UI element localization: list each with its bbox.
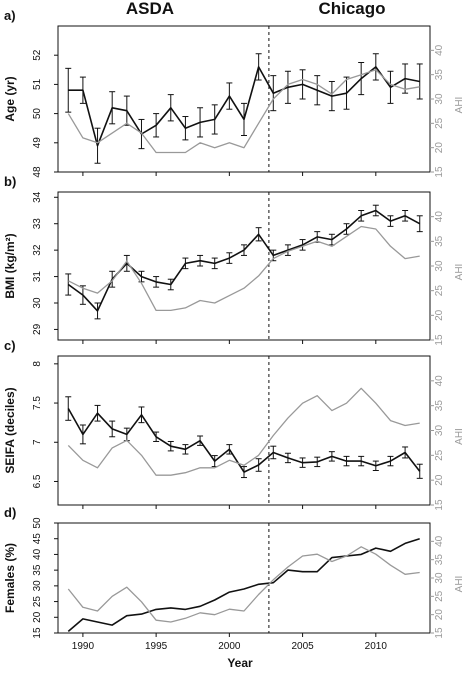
y-tick-label: 35 [32,564,43,576]
y-tick-label: 7 [32,439,43,445]
y2-tick-label: 30 [434,93,445,105]
y2-tick-label: 20 [434,142,445,154]
y-tick-label: 15 [32,627,43,639]
y2-tick-label: 15 [434,334,445,346]
x-tick-label: 2000 [218,641,241,652]
panel-label: a) [4,8,16,23]
y-tick-label: 49 [32,137,43,149]
y-tick-label: 51 [32,78,43,90]
x-tick-label: 1990 [72,641,95,652]
y-tick-label: 33 [32,218,43,230]
y-tick-label: 25 [32,596,43,608]
y2-tick-label: 35 [434,400,445,412]
y2-tick-label: 40 [434,211,445,223]
header-asda: ASDA [126,0,174,18]
y2-tick-label: 20 [434,474,445,486]
y2-tick-label: 15 [434,627,445,639]
main-series-line [67,209,421,312]
x-tick-label: 1995 [145,641,168,652]
y-tick-label: 8 [32,361,43,367]
panel-1: 48 49 50 51 52 15 20 25 30 35 40 Age (yr) AHI a) [3,8,465,178]
header-chicago: Chicago [318,0,385,18]
y2-tick-label: 40 [434,375,445,387]
panel-3: 6.5 7 7.5 8 15 20 25 30 35 40 SEIFA (deciles) AHI c) [3,338,465,511]
y2-tick-label: 35 [434,69,445,81]
y-tick-label: 32 [32,244,43,256]
y2-tick-label: 30 [434,260,445,272]
y2-axis-label: AHI [454,576,465,593]
y-tick-label: 31 [32,271,43,283]
panel-label: d) [4,505,16,520]
y-tick-label: 48 [32,166,43,178]
y2-tick-label: 40 [434,44,445,56]
y2-axis-label: AHI [454,428,465,445]
plot-frame [57,191,431,341]
y-tick-label: 7.5 [32,396,43,410]
y2-tick-label: 20 [434,309,445,321]
y2-tick-label: 15 [434,166,445,178]
y2-tick-label: 25 [434,117,445,129]
ahi-series-line [67,546,420,623]
x-tick-label: 2005 [291,641,314,652]
y-axis-label: BMI (kg/m²) [3,233,17,298]
y-tick-label: 6.5 [32,474,43,488]
y2-axis-label: AHI [454,97,465,114]
panel-2: 29 30 31 32 33 34 15 20 25 30 35 40 BMI (kg/m²) AHI b) [3,174,465,346]
panel-4: 15 20 25 30 35 40 45 50 15 20 25 30 35 40 Females (%) A… [3,505,465,652]
main-series-line [67,408,421,473]
panel-label: c) [4,338,16,353]
panel-label: b) [4,174,16,189]
y2-tick-label: 40 [434,535,445,547]
y-tick-label: 50 [32,517,43,529]
y-axis-label: Age (yr) [3,76,17,121]
ahi-series-line [67,69,420,154]
x-axis-label: Year [227,656,253,670]
y2-tick-label: 25 [434,285,445,297]
ahi-series-line [67,387,420,476]
y-tick-label: 52 [32,49,43,61]
y2-tick-label: 35 [434,554,445,566]
y-tick-label: 20 [32,611,43,623]
y-tick-label: 50 [32,108,43,120]
y-tick-label: 40 [32,548,43,560]
plot-frame [57,25,431,173]
plot-frame [57,355,431,506]
plot-frame [57,522,431,634]
x-tick-label: 2010 [365,641,388,652]
y-tick-label: 30 [32,297,43,309]
panels-group: 48 49 50 51 52 15 20 25 30 35 40 Age (yr) AHI a) 29 30 3… [3,8,465,652]
y-tick-label: 45 [32,533,43,545]
y-axis-label: SEIFA (deciles) [3,387,17,473]
y-tick-label: 30 [32,580,43,592]
y2-tick-label: 30 [434,572,445,584]
y2-tick-label: 20 [434,609,445,621]
y2-tick-label: 25 [434,449,445,461]
y-tick-label: 34 [32,191,43,203]
y2-axis-label: AHI [454,264,465,281]
ahi-series-line [68,225,420,312]
y2-tick-label: 30 [434,425,445,437]
main-series-line [67,537,420,633]
y-axis-label: Females (%) [3,543,17,613]
y2-tick-label: 25 [434,590,445,602]
y2-tick-label: 15 [434,499,445,511]
y-tick-label: 29 [32,323,43,335]
y2-tick-label: 35 [434,235,445,247]
